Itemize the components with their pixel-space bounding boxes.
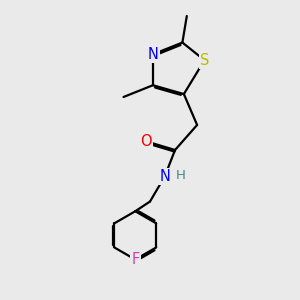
Text: F: F bbox=[131, 252, 140, 267]
Text: H: H bbox=[176, 169, 186, 182]
Text: O: O bbox=[140, 134, 152, 149]
Text: N: N bbox=[159, 169, 170, 184]
Text: F: F bbox=[131, 252, 140, 267]
Text: N: N bbox=[148, 47, 158, 62]
Text: S: S bbox=[200, 53, 209, 68]
